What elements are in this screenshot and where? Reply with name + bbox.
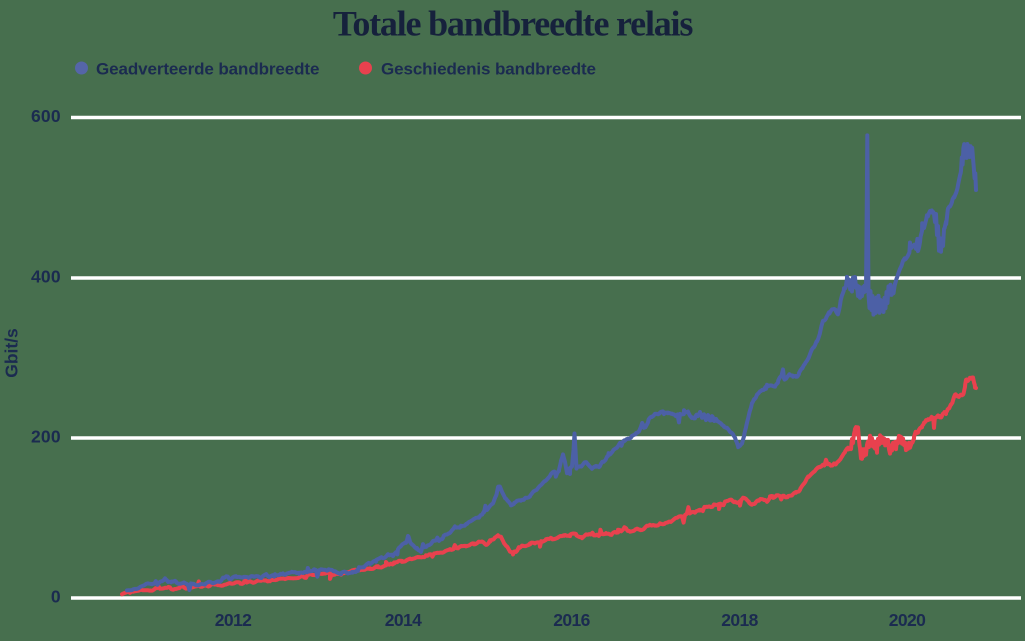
svg-text:600: 600	[31, 106, 61, 126]
svg-text:400: 400	[31, 267, 61, 287]
svg-text:Geschiedenis bandbreedte: Geschiedenis bandbreedte	[381, 60, 596, 79]
svg-text:2020: 2020	[889, 610, 926, 630]
svg-text:0: 0	[51, 586, 61, 606]
svg-text:2012: 2012	[215, 610, 252, 630]
svg-text:Geadverteerde bandbreedte: Geadverteerde bandbreedte	[96, 60, 319, 79]
svg-text:2014: 2014	[385, 610, 422, 630]
svg-text:Gbit/s: Gbit/s	[2, 328, 22, 378]
svg-text:2018: 2018	[721, 610, 758, 630]
svg-text:200: 200	[31, 427, 61, 447]
svg-text:2016: 2016	[553, 610, 590, 630]
svg-text:Totale bandbreedte relais: Totale bandbreedte relais	[333, 4, 694, 44]
